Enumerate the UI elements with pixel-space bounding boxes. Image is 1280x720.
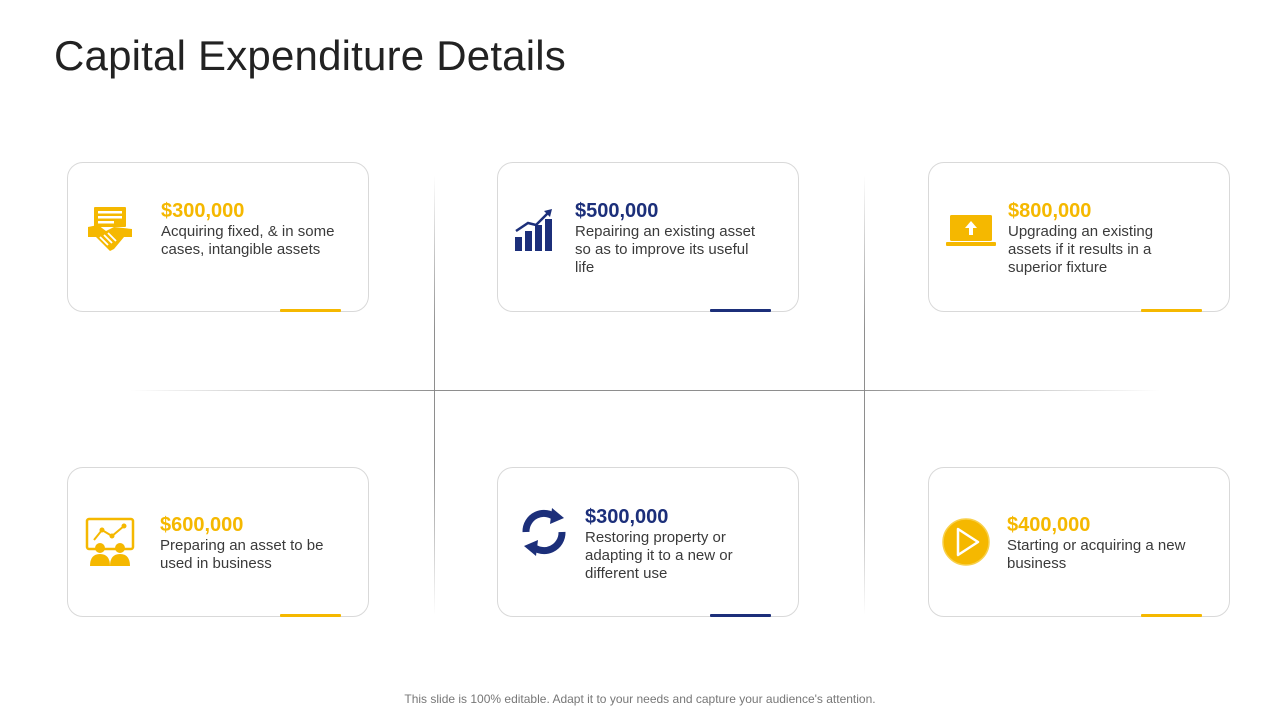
card-description: Acquiring fixed, & in some cases, intang… [161,223,335,258]
card-amount: $400,000 [1007,514,1091,536]
handshake-contract-icon [84,203,136,255]
card-accent-bar [280,614,341,617]
footer-note: This slide is 100% editable. Adapt it to… [404,692,876,706]
card-amount: $600,000 [160,514,244,536]
laptop-upload-icon [945,203,997,255]
growth-chart-icon [514,203,566,255]
capex-card: $800,000 Upgrading an existing assets if… [928,162,1230,312]
card-amount: $300,000 [585,506,669,528]
card-description: Starting or acquiring a new business [1007,537,1186,572]
card-amount: $800,000 [1008,200,1092,222]
vertical-divider-left [434,175,435,615]
horizontal-divider [130,390,1160,391]
capex-card: $500,000 Repairing an existing asset so … [497,162,799,312]
capex-card: $300,000 Restoring property or adapting … [497,467,799,617]
vertical-divider-right [864,175,865,615]
refresh-arrows-icon [518,506,570,558]
card-accent-bar [1141,309,1202,312]
card-description: Preparing an asset to be used in busines… [160,537,324,572]
capex-card: $400,000 Starting or acquiring a new bus… [928,467,1230,617]
play-circle-icon [941,516,993,568]
card-accent-bar [710,614,771,617]
presentation-audience-icon [84,516,136,568]
card-description: Upgrading an existing assets if it resul… [1008,223,1154,276]
card-accent-bar [280,309,341,312]
card-description: Repairing an existing asset so as to imp… [575,223,756,276]
card-amount: $300,000 [161,200,245,222]
card-amount: $500,000 [575,200,659,222]
card-accent-bar [1141,614,1202,617]
card-description: Restoring property or adapting it to a n… [585,529,733,582]
capex-card: $300,000 Acquiring fixed, & in some case… [67,162,369,312]
card-accent-bar [710,309,771,312]
capex-card: $600,000 Preparing an asset to be used i… [67,467,369,617]
page-title: Capital Expenditure Details [54,32,567,79]
